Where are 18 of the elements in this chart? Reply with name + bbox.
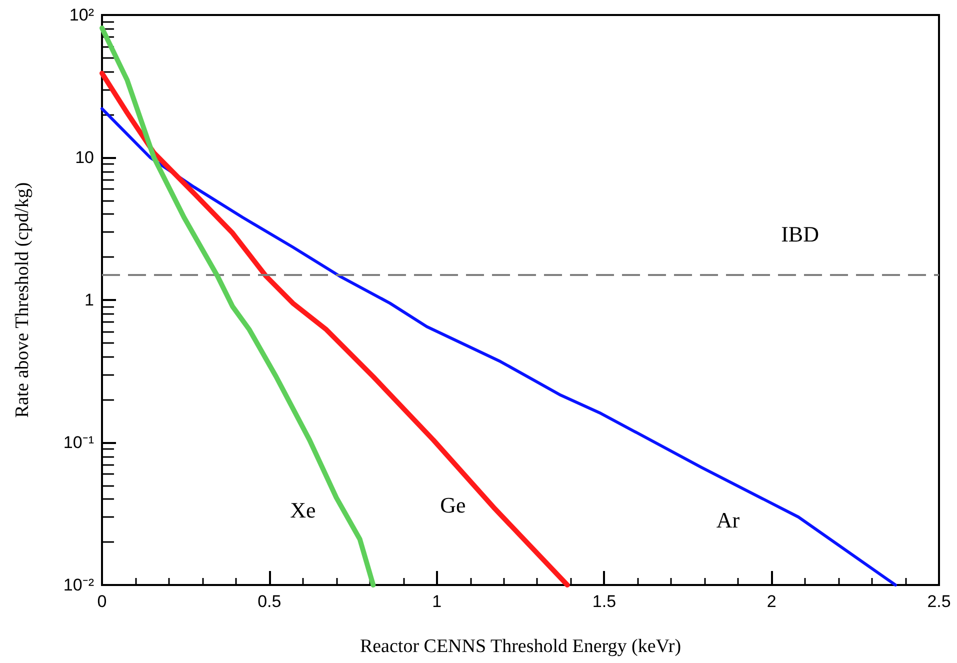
- x-axis-title: Reactor CENNS Threshold Energy (keVr): [360, 636, 682, 657]
- x-tick-label: 0: [97, 592, 107, 611]
- y-tick-label: 1: [84, 290, 94, 310]
- x-tick-label: 2.5: [927, 592, 951, 611]
- annotation: Ar: [716, 508, 740, 532]
- x-tick-label: 2: [766, 592, 776, 611]
- y-tick-label: 10: [75, 148, 94, 167]
- y-tick-label: 10²: [69, 6, 94, 24]
- y-tick-label: 10⁻²: [63, 576, 94, 594]
- x-tick-label: 0.5: [258, 592, 282, 611]
- y-axis-title: Rate above Threshold (cpd/kg): [12, 182, 33, 418]
- ref-line-label: IBD: [781, 221, 819, 246]
- x-tick-label: 1.5: [592, 592, 616, 611]
- y-tick-label: 10⁻¹: [63, 433, 94, 452]
- line-series: [100, 107, 897, 586]
- annotation: Xe: [290, 498, 316, 522]
- annotation: Ge: [440, 492, 466, 518]
- x-tick-label: 1: [432, 592, 442, 611]
